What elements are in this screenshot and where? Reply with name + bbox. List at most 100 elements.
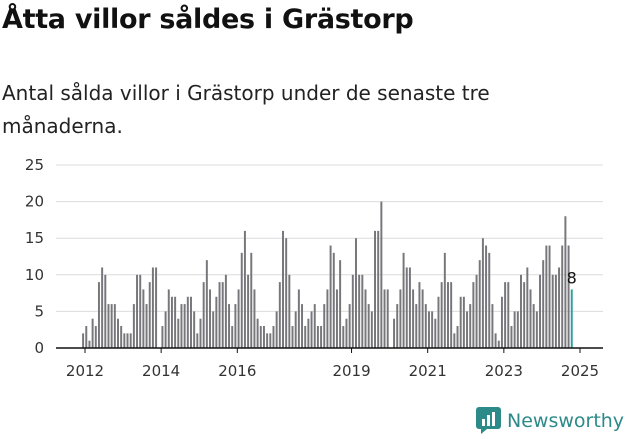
- y-axis-tick-labels: 0 5 10 15 20 25: [25, 156, 44, 357]
- bar: [120, 326, 123, 348]
- bar: [304, 326, 307, 348]
- bar: [561, 245, 564, 348]
- bar: [504, 282, 507, 348]
- bar: [418, 282, 421, 348]
- bar: [415, 304, 418, 348]
- chart-title: Åtta villor såldes i Grästorp: [2, 4, 414, 35]
- bar: [532, 304, 535, 348]
- bar: [196, 333, 199, 348]
- bar: [113, 304, 116, 348]
- bar: [396, 304, 399, 348]
- bar: [342, 326, 345, 348]
- bar: [447, 282, 449, 348]
- bar-latest: [570, 289, 573, 348]
- bar: [269, 333, 272, 348]
- x-axis: [56, 347, 603, 353]
- bar: [335, 289, 338, 348]
- x-tick-label: 2021: [409, 362, 447, 380]
- chart-subtitle: Antal sålda villor i Grästorp under de s…: [2, 81, 490, 138]
- bar: [155, 267, 158, 348]
- bar: [174, 296, 177, 348]
- bar: [519, 274, 522, 348]
- bar: [136, 274, 139, 348]
- bar: [535, 311, 538, 348]
- newsworthy-chart-logo-icon: [476, 407, 501, 434]
- bar: [567, 245, 570, 348]
- bar: [516, 311, 519, 348]
- bar: [462, 296, 465, 348]
- bar: [491, 304, 494, 348]
- bar: [459, 296, 462, 348]
- y-tick-label: 15: [25, 229, 44, 247]
- bar: [183, 304, 186, 348]
- bar: [526, 267, 529, 348]
- bar: [399, 289, 402, 348]
- bar: [177, 318, 180, 348]
- bar: [421, 289, 424, 348]
- bar: [469, 304, 472, 348]
- y-tick-label: 5: [34, 302, 44, 320]
- bar: [110, 304, 113, 348]
- bar: [250, 252, 253, 348]
- bar: [167, 289, 170, 348]
- bar: [523, 282, 526, 348]
- bar: [478, 260, 481, 348]
- bar: [393, 318, 396, 348]
- bar: [132, 304, 135, 348]
- x-tick-label: 2023: [485, 362, 523, 380]
- bar: [548, 245, 551, 348]
- bar: [466, 311, 469, 348]
- bar: [205, 260, 208, 348]
- bar: [358, 274, 361, 348]
- bar: [405, 267, 408, 348]
- brand-logo: Newsworthy: [476, 407, 624, 434]
- bar: [488, 252, 491, 348]
- bar: [329, 245, 332, 348]
- bar: [450, 282, 453, 348]
- bar: [91, 318, 94, 348]
- bar: [510, 326, 513, 348]
- bar: [209, 289, 212, 348]
- x-tick-label: 2014: [142, 362, 180, 380]
- bar: [307, 318, 310, 348]
- bar: [117, 318, 119, 348]
- bar: [364, 289, 367, 348]
- brand-name: Newsworthy: [507, 409, 625, 432]
- bar: [383, 289, 386, 348]
- bar: [145, 304, 148, 348]
- bar: [431, 311, 434, 348]
- bar: [97, 282, 100, 348]
- bar: [142, 289, 145, 348]
- bar: [123, 333, 126, 348]
- bar: [316, 326, 319, 348]
- bar: [529, 289, 532, 348]
- bar: [345, 318, 348, 348]
- bar: [139, 274, 142, 348]
- bar: [408, 267, 411, 348]
- bar: [320, 326, 323, 348]
- bar: [247, 274, 250, 348]
- bar: [456, 326, 459, 348]
- bar: [262, 326, 265, 348]
- bar: [494, 333, 497, 348]
- bar: [539, 274, 542, 348]
- bar: [234, 304, 237, 348]
- y-tick-label: 0: [34, 339, 44, 357]
- bar: [237, 289, 240, 348]
- bar: [361, 274, 364, 348]
- bar: [278, 282, 281, 348]
- bar: [275, 311, 278, 348]
- bar: [224, 274, 227, 348]
- bar: [202, 282, 205, 348]
- bar: [294, 311, 297, 348]
- bar: [288, 274, 291, 348]
- x-tick-label: 2012: [66, 362, 104, 380]
- bar: [101, 267, 104, 348]
- bar: [272, 326, 275, 348]
- bar: [332, 252, 335, 348]
- bar: [374, 230, 377, 348]
- bar: [354, 238, 357, 348]
- bar: [240, 252, 243, 348]
- bar: [104, 274, 107, 348]
